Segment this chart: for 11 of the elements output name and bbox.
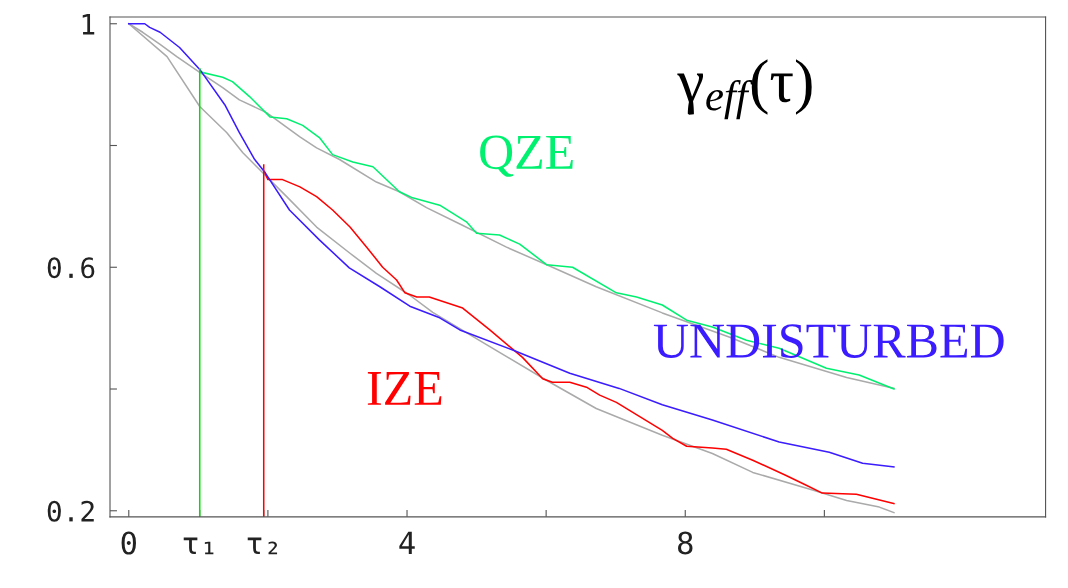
x-tick-label: 8: [678, 531, 693, 555]
x-tick-label: 4: [399, 531, 415, 555]
series-label: QZE: [480, 135, 573, 177]
series-label: IZE: [367, 372, 442, 405]
y-tick-label: 1: [82, 14, 95, 35]
text: γ$_{eff}$(τ): [677, 59, 812, 120]
x-tick-label: τ₂: [247, 537, 278, 555]
y-tick-label: 0.6: [47, 257, 95, 279]
y-tick-label: 0.2: [47, 500, 94, 522]
x-tick-label: 0: [121, 531, 136, 555]
x-tick-label: τ₁: [183, 537, 214, 555]
